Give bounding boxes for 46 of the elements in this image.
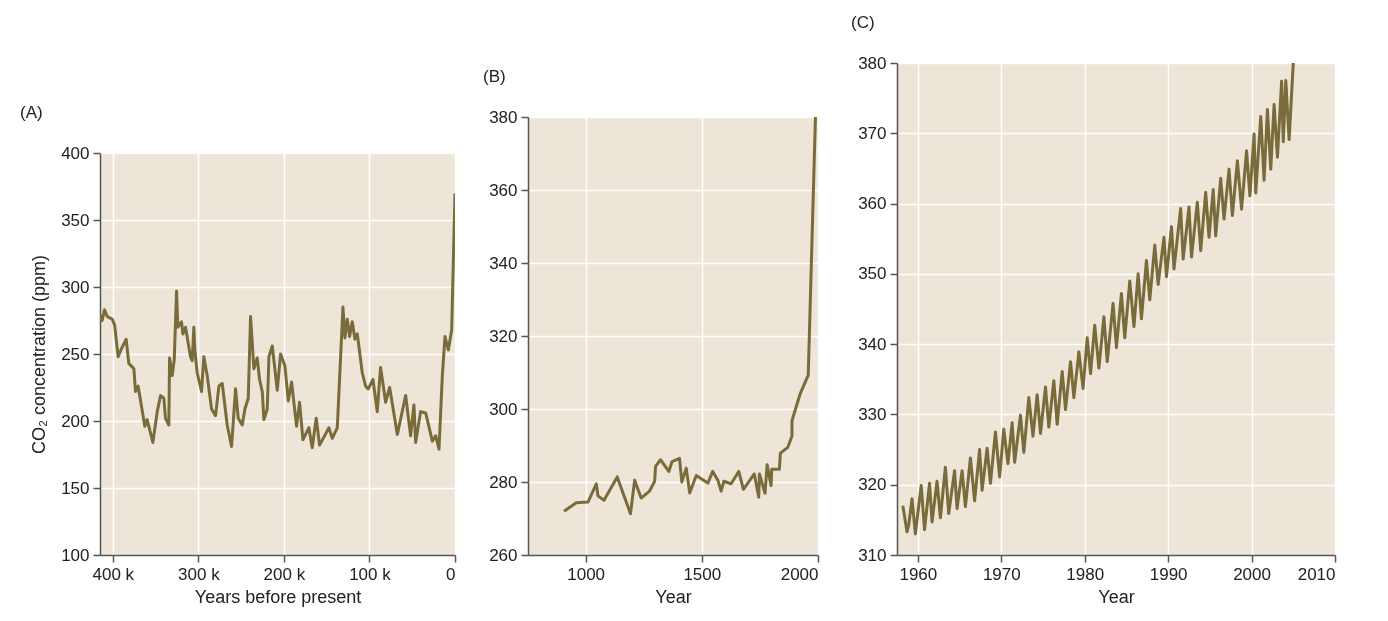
- y-axis-title: CO₂ concentration (ppm): [29, 254, 50, 455]
- y-tick-label: 330: [858, 404, 887, 424]
- y-tick-label: 260: [489, 545, 518, 565]
- chart-title: (C): [851, 13, 875, 32]
- y-tick-label: 280: [489, 472, 518, 492]
- x-axis-title: Years before present: [194, 586, 362, 607]
- y-tick-label: 100: [61, 545, 90, 565]
- y-tick-label: 380: [858, 53, 887, 73]
- x-tick-label: 1960: [899, 564, 938, 584]
- y-tick-label: 200: [61, 411, 90, 431]
- x-tick-label: 0: [446, 564, 456, 584]
- y-tick-label: 350: [61, 210, 90, 230]
- y-tick-label: 360: [858, 194, 887, 214]
- line-series: [901, 63, 1295, 536]
- x-tick-label: 100 k: [349, 564, 392, 584]
- y-tick-label: 400: [61, 143, 90, 163]
- line-series: [562, 117, 817, 516]
- x-axis-title: Year: [1098, 586, 1135, 607]
- x-tick-label: 400 k: [92, 564, 135, 584]
- x-axis-title: Year: [655, 586, 692, 607]
- y-tick-label: 380: [489, 107, 518, 127]
- y-tick-label: 340: [858, 334, 887, 354]
- y-tick-label: 250: [61, 344, 90, 364]
- x-tick-label: 1000: [567, 564, 606, 584]
- line-series: [100, 191, 455, 451]
- x-tick-label: 1970: [982, 564, 1021, 584]
- x-tick-label: 2000: [780, 564, 819, 584]
- y-tick-label: 350: [858, 264, 887, 284]
- y-tick-label: 300: [61, 277, 90, 297]
- y-tick-label: 300: [489, 399, 518, 419]
- x-tick-label: 300 k: [178, 564, 221, 584]
- x-tick-label: 200 k: [263, 564, 306, 584]
- x-tick-label: 2010: [1297, 564, 1336, 584]
- y-tick-label: 370: [858, 123, 887, 143]
- x-tick-label: 1980: [1066, 564, 1105, 584]
- chart-title: (B): [483, 67, 506, 86]
- y-tick-label: 310: [858, 545, 887, 565]
- y-tick-label: 340: [489, 253, 518, 273]
- x-tick-label: 1990: [1149, 564, 1188, 584]
- chart-title: (A): [20, 103, 43, 122]
- y-tick-label: 320: [489, 326, 518, 346]
- y-tick-label: 150: [61, 478, 90, 498]
- y-tick-label: 360: [489, 180, 518, 200]
- x-tick-label: 2000: [1233, 564, 1271, 584]
- y-tick-label: 320: [858, 475, 887, 495]
- x-tick-label: 1500: [683, 564, 722, 584]
